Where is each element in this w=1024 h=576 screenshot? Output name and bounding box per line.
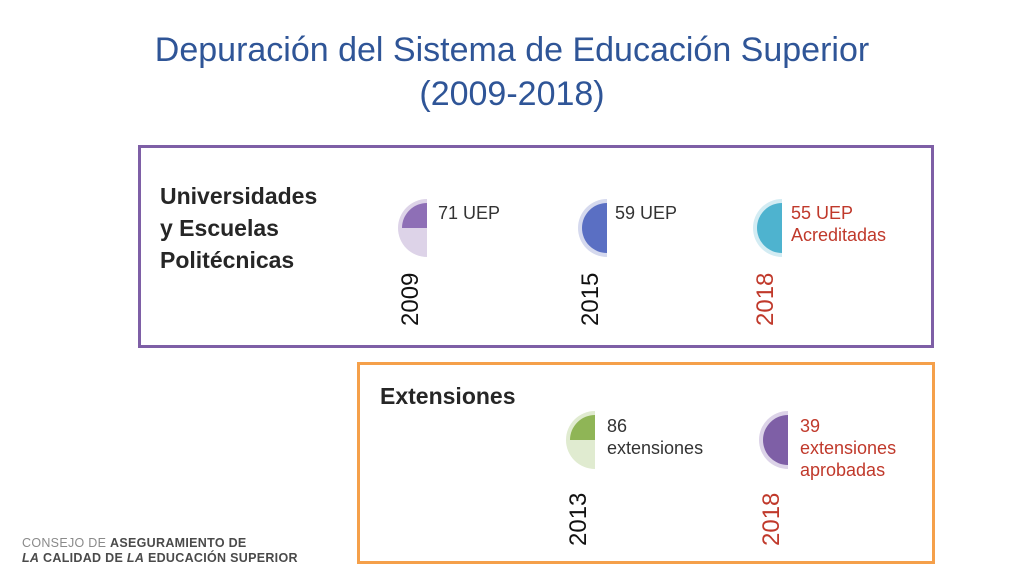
logo-line-1: CONSEJO DE ASEGURAMIENTO DE: [22, 536, 298, 551]
value-line: 59 UEP: [615, 203, 678, 223]
logo-text: LA: [126, 551, 145, 565]
value-label: 39 extensiones aprobadas: [800, 415, 896, 481]
value-line: 71 UEP: [438, 203, 501, 223]
ring-fill: [402, 203, 427, 228]
value-line: extensiones: [800, 438, 897, 458]
universities-label-line: y Escuelas: [160, 215, 279, 241]
ring-chart-2018-ext: [759, 411, 788, 469]
extensions-label: Extensiones: [380, 383, 516, 409]
logo-text: CALIDAD DE: [39, 551, 127, 565]
universities-panel: [138, 145, 934, 348]
year-label: 2015: [577, 272, 604, 326]
value-line: 86: [607, 416, 628, 436]
universities-label-line: Politécnicas: [160, 247, 295, 273]
ring-chart-2013: [566, 411, 595, 469]
logo-text: CONSEJO DE: [22, 536, 111, 550]
logo-text: LA: [22, 551, 40, 565]
logo-text: ASEGURAMIENTO DE: [110, 536, 247, 550]
logo-text: EDUCACIÓN SUPERIOR: [144, 551, 298, 565]
title-line-2: (2009-2018): [419, 75, 605, 113]
year-label: 2009: [397, 272, 424, 326]
year-label: 2018: [758, 492, 785, 546]
ring-chart-2018: [753, 199, 782, 257]
value-label: 59 UEP: [615, 202, 677, 224]
organization-logo: CONSEJO DE ASEGURAMIENTO DE LA CALIDAD D…: [22, 536, 298, 566]
ring-chart-2015: [578, 199, 607, 257]
universities-label: Universidades y Escuelas Politécnicas: [160, 180, 317, 276]
ring-fill: [757, 203, 782, 253]
extensions-panel: [357, 362, 935, 564]
universities-label-line: Universidades: [160, 183, 318, 209]
value-line: 39: [800, 416, 821, 436]
ring-fill: [582, 203, 607, 253]
value-label: 86 extensiones: [607, 415, 703, 459]
logo-line-2: LA CALIDAD DE LA EDUCACIÓN SUPERIOR: [22, 551, 298, 566]
value-line: aprobadas: [800, 460, 886, 480]
year-label: 2018: [752, 272, 779, 326]
page-title: Depuración del Sistema de Educación Supe…: [0, 28, 1024, 116]
ring-fill: [570, 415, 595, 440]
value-line: 55 UEP: [791, 203, 854, 223]
year-label: 2013: [565, 492, 592, 546]
ring-fill: [763, 415, 788, 465]
value-line: Acreditadas: [791, 225, 887, 245]
ring-chart-2009: [398, 199, 427, 257]
value-label: 71 UEP: [438, 202, 500, 224]
value-label: 55 UEP Acreditadas: [791, 202, 886, 246]
value-line: extensiones: [607, 438, 704, 458]
title-line-1: Depuración del Sistema de Educación Supe…: [154, 31, 870, 69]
